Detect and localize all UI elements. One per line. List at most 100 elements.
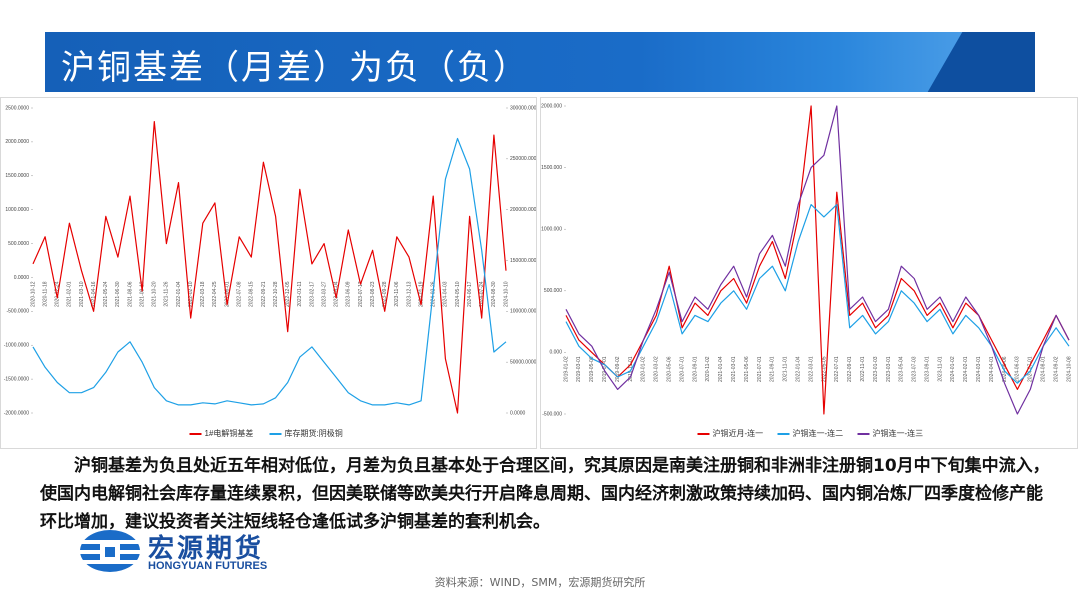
chart: -500.000 0.000 500.000 1000.000 1500.000 2000…	[541, 103, 1072, 438]
x-tick-label: 2024-09-02	[1053, 356, 1059, 382]
x-tick-label: 2019-01-02	[563, 356, 569, 382]
y-tick-label: 0.0000	[14, 275, 30, 281]
body-text: 沪铜基差为负且处近五年相对低位，月差为负且基本处于合理区间，究其原因是南美注册铜…	[40, 456, 1050, 532]
x-tick-label: 2021-10-20	[152, 281, 158, 307]
x-tick-label: 2022-01-04	[795, 356, 801, 382]
x-tick-label: 2023-11-01	[937, 356, 943, 381]
y2-tick-label: 100000.0000	[510, 309, 536, 315]
x-tick-label: 2022-09-21	[261, 281, 267, 307]
series-line	[565, 105, 1070, 415]
x-tick-label: 2020-09-01	[692, 356, 698, 382]
x-tick-label: 2021-05-24	[103, 281, 109, 307]
chart-panel: -2000.0000 -1500.0000 -1000.0000 -500.0000 0…	[0, 97, 537, 449]
x-tick-label: 2019-07-01	[602, 356, 608, 382]
x-tick-label: 2021-04-16	[91, 281, 97, 307]
y-tick-label: 1500.000	[541, 165, 562, 171]
x-tick-label: 2024-08-01	[1041, 356, 1047, 382]
x-tick-label: 2021-11-26	[164, 281, 170, 306]
legend-label: 沪铜近月-连一	[713, 428, 764, 438]
y-tick-label: 500.000	[544, 288, 562, 294]
x-tick-label: 2023-09-01	[924, 356, 930, 382]
x-tick-label: 2019-03-01	[576, 356, 582, 382]
x-tick-label: 2022-07-01	[834, 356, 840, 382]
legend-label: 1#电解铜基差	[205, 428, 254, 438]
x-tick-label: 2020-11-18	[42, 281, 48, 306]
y-tick-label: -500.0000	[6, 309, 29, 315]
y-tick-label: 500.0000	[8, 241, 29, 247]
y-tick-label: 2500.0000	[5, 105, 29, 111]
legend-label: 沪铜连一-连二	[793, 428, 844, 438]
x-tick-label: 2024-05-10	[455, 281, 461, 307]
y-tick-label: 2000.000	[541, 103, 562, 109]
x-tick-label: 2024-06-17	[467, 281, 473, 307]
x-tick-label: 2019-05-06	[589, 356, 595, 382]
x-tick-label: 2022-04-25	[212, 281, 218, 307]
x-tick-label: 2023-06-09	[346, 281, 352, 307]
series-line	[565, 105, 1070, 415]
y-tick-label: -1000.0000	[4, 343, 30, 349]
x-tick-label: 2020-01-02	[641, 356, 647, 382]
y2-tick-label: 250000.0000	[510, 156, 536, 162]
x-tick-label: 2022-01-04	[176, 281, 182, 307]
logo-icon	[80, 530, 140, 572]
logo: 宏源期货 HONGYUAN FUTURES	[78, 528, 318, 576]
legend-label: 库存期货:阴极铜	[285, 428, 343, 438]
x-tick-label: 2021-07-01	[757, 356, 763, 382]
x-tick-label: 2022-10-28	[273, 281, 279, 307]
x-tick-label: 2020-05-06	[667, 356, 673, 382]
x-tick-label: 2020-10-12	[30, 281, 36, 307]
x-tick-label: 2024-02-01	[963, 356, 969, 382]
y-tick-label: 0.000	[549, 350, 562, 356]
x-tick-label: 2022-03-01	[808, 356, 814, 382]
y-tick-label: 1500.0000	[5, 173, 29, 179]
y-tick-label: 1000.0000	[5, 207, 29, 213]
header-stripe	[927, 32, 1035, 92]
x-tick-label: 2021-01-04	[718, 356, 724, 382]
x-tick-label: 2024-01-19	[418, 281, 424, 307]
x-tick-label: 2024-02-26	[431, 281, 437, 307]
x-tick-label: 2023-05-04	[899, 356, 905, 382]
x-tick-label: 2022-02-10	[188, 281, 194, 307]
x-tick-label: 2022-12-05	[285, 281, 291, 307]
x-tick-label: 2022-07-08	[237, 281, 243, 307]
x-tick-label: 2023-11-06	[394, 281, 400, 306]
y2-tick-label: 150000.0000	[510, 258, 536, 264]
x-tick-label: 2021-09-01	[770, 356, 776, 382]
x-tick-label: 2023-07-03	[912, 356, 918, 382]
x-tick-label: 2024-10-08	[1066, 356, 1072, 382]
chart: -2000.0000 -1500.0000 -1000.0000 -500.0000 0…	[4, 105, 536, 438]
x-tick-label: 2023-03-01	[886, 356, 892, 382]
logo-name-en: HONGYUAN FUTURES	[148, 560, 268, 572]
series-line	[32, 121, 507, 414]
y-tick-label: -500.000	[542, 411, 562, 417]
x-tick-label: 2021-02-01	[67, 281, 73, 307]
y2-tick-label: 50000.0000	[510, 359, 536, 365]
legend-label: 沪铜连一-连三	[873, 428, 924, 438]
x-tick-label: 2021-03-10	[79, 281, 85, 307]
x-tick-label: 2024-10-10	[503, 281, 509, 307]
x-tick-label: 2021-11-01	[783, 356, 789, 381]
chart-panel: -500.000 0.000 500.000 1000.000 1500.000 2000…	[540, 97, 1078, 449]
y2-tick-label: 200000.0000	[510, 207, 536, 213]
x-tick-label: 2020-03-02	[654, 356, 660, 382]
logo-name: 宏源期货	[148, 534, 265, 564]
x-tick-label: 2022-06-01	[224, 281, 230, 307]
x-tick-label: 2021-03-01	[731, 356, 737, 382]
x-tick-label: 2022-05-05	[821, 356, 827, 382]
x-tick-label: 2021-05-06	[744, 356, 750, 382]
header-band: 沪铜基差（月差）为负（负）	[45, 32, 1035, 92]
series-line	[565, 204, 1070, 384]
x-tick-label: 2019-09-02	[615, 356, 621, 382]
x-tick-label: 2022-11-01	[860, 356, 866, 381]
x-tick-label: 2019-11-01	[628, 356, 634, 381]
x-tick-label: 2022-03-18	[200, 281, 206, 307]
x-tick-label: 2021-09-13	[139, 281, 145, 307]
x-tick-label: 2022-09-01	[847, 356, 853, 382]
x-tick-label: 2022-08-15	[249, 281, 255, 307]
y2-tick-label: 300000.0000	[510, 105, 536, 111]
x-tick-label: 2024-01-02	[950, 356, 956, 382]
x-tick-label: 2024-05-06	[1002, 356, 1008, 382]
x-tick-label: 2024-06-03	[1015, 356, 1021, 382]
x-tick-label: 2023-09-28	[382, 281, 388, 307]
